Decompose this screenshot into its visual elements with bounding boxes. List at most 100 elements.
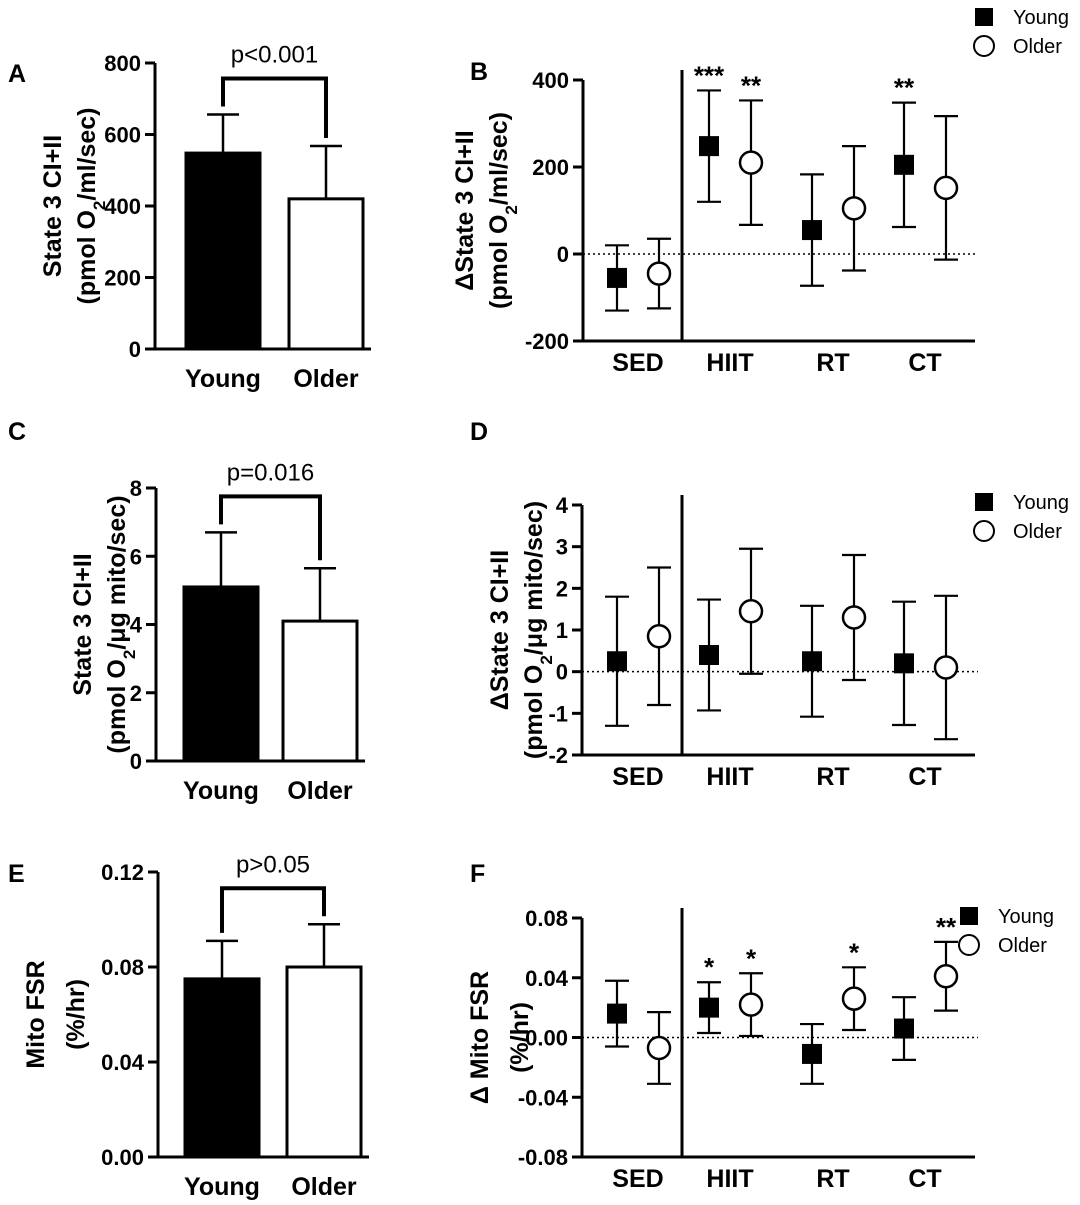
y-axis-label-subscript: 2 — [120, 650, 139, 659]
y-tick-label: 200 — [104, 266, 141, 291]
x-tick-label: SED — [612, 1165, 663, 1193]
y-tick-label: 600 — [104, 123, 141, 148]
y-axis-label-line2: (%/hr) — [62, 979, 90, 1050]
panel-d: D ΔState 3 CI+II(pmol O2/μg mito/sec)-2 -1… — [470, 418, 1069, 791]
y-tick-label: 1 — [556, 618, 568, 643]
marker-older-hiit — [738, 150, 764, 175]
y-axis-label: Mito FSR (%/hr) — [22, 960, 90, 1068]
x-tick-label: Older — [287, 777, 353, 805]
y-tick-label: 0 — [129, 337, 141, 362]
y-axis-label-line2-rest: /μg mito/sec) — [103, 495, 131, 649]
y-axis-label-line2: (pmol O — [73, 210, 101, 304]
bar-older — [285, 965, 363, 1159]
y-tick-label: -200 — [525, 329, 569, 354]
legend-square-icon — [975, 493, 993, 511]
y-tick-label: 6 — [130, 544, 142, 569]
marker-young-ct — [894, 653, 914, 674]
x-tick-label: RT — [816, 1165, 849, 1193]
marker-older-ct — [933, 175, 959, 201]
marker-young-hiit — [699, 997, 719, 1018]
y-tick-label: 0.12 — [101, 860, 144, 885]
y-tick-label: 4 — [556, 493, 569, 518]
x-tick-label: SED — [612, 349, 663, 377]
y-tick-label: 2 — [130, 681, 142, 706]
y-axis-label-line2: (pmol O — [520, 665, 548, 759]
y-tick-label: 800 — [104, 51, 141, 76]
significance-stars: * — [849, 937, 860, 967]
p-value-annotation: p<0.001 — [231, 41, 318, 68]
panel-a: A State 3 CI+II (pmol O2/ml/sec) 0 200 400 600… — [8, 41, 371, 393]
legend-older: Older — [1013, 521, 1062, 543]
significance-stars: ** — [741, 70, 762, 100]
x-tick-label: Older — [293, 365, 359, 393]
y-axis-label: Δ Mito FSR (%/hr) — [466, 971, 534, 1104]
x-tick-label: RT — [816, 763, 849, 791]
panel-letter: D — [470, 418, 488, 446]
marker-young-sed — [607, 651, 627, 672]
y-tick-label: 3 — [556, 535, 568, 560]
marker-older-ct — [933, 655, 959, 680]
marker-older-sed — [646, 624, 672, 649]
significance-bracket — [220, 886, 326, 933]
marker-young-ct — [894, 154, 914, 175]
y-axis-label: ΔState 3 CI+II(pmol O2/μg mito/sec) — [486, 501, 556, 759]
y-axis-label-line1: State 3 CI+II — [69, 553, 97, 695]
legend-circle-icon — [958, 934, 980, 956]
legend-young: Young — [1013, 492, 1069, 514]
y-tick-label: 0.08 — [525, 906, 568, 931]
legend-young: Young — [1013, 7, 1069, 29]
x-tick-label: CT — [908, 1165, 941, 1193]
marker-young-sed — [607, 267, 627, 288]
marker-older-hiit — [738, 599, 764, 624]
y-tick-label: -1 — [548, 701, 568, 726]
y-axis-label-line1: ΔState 3 CI+II — [451, 130, 479, 290]
x-tick-label: SED — [612, 763, 663, 791]
panel-letter: F — [470, 860, 485, 888]
significance-stars: ** — [894, 73, 915, 103]
y-axis-label-line1: ΔState 3 CI+II — [486, 550, 514, 710]
marker-young-hiit — [699, 645, 719, 665]
marker-young-rt — [802, 1043, 822, 1064]
y-axis-label-line2: (pmol O — [103, 659, 131, 753]
y-tick-label: 0 — [557, 242, 569, 267]
marker-older-rt — [841, 196, 867, 221]
legend-square-icon — [975, 8, 993, 26]
legend-circle-icon — [973, 520, 995, 542]
x-tick-label: Older — [291, 1173, 357, 1201]
y-tick-label: 0 — [130, 749, 142, 774]
y-axis-label-line1: Mito FSR — [22, 960, 50, 1068]
y-axis-label-line1: State 3 CI+II — [39, 135, 67, 277]
panel-letter: A — [8, 60, 26, 88]
y-tick-label: 0.00 — [101, 1145, 144, 1170]
y-axis-label-line2-rest: /ml/sec) — [485, 112, 513, 205]
y-tick-label: 0.04 — [101, 1050, 145, 1075]
y-axis-label-line2-rest: /μg mito/sec) — [520, 501, 548, 655]
y-tick-label: -0.04 — [518, 1085, 569, 1110]
p-value-annotation: p=0.016 — [227, 459, 314, 486]
y-axis-label-subscript: 2 — [90, 201, 109, 210]
panel-letter: E — [8, 860, 25, 888]
panel-f: F Δ Mito FSR (%/hr) -0.08 -0.04 0.00 0.04 0.08 S… — [466, 860, 1054, 1193]
legend-older: Older — [998, 935, 1047, 957]
x-tick-label: Young — [184, 1173, 260, 1201]
significance-stars: * — [704, 952, 715, 982]
marker-older-rt — [841, 605, 867, 630]
legend-circle-icon — [973, 35, 995, 57]
marker-young-rt — [802, 651, 822, 672]
x-tick-label: Young — [183, 777, 259, 805]
bar-young — [182, 585, 260, 763]
panel-letter: C — [8, 418, 26, 446]
x-tick-label: CT — [908, 349, 941, 377]
marker-young-rt — [802, 220, 822, 241]
y-axis-label-subscript: 2 — [502, 205, 521, 214]
legend-square-icon — [960, 907, 978, 925]
marker-older-hiit — [738, 992, 764, 1017]
y-tick-label: 0.00 — [525, 1026, 568, 1051]
y-tick-label: -2 — [548, 743, 568, 768]
p-value-annotation: p>0.05 — [236, 851, 310, 878]
y-tick-label: 0 — [556, 660, 568, 685]
marker-older-rt — [841, 986, 867, 1011]
